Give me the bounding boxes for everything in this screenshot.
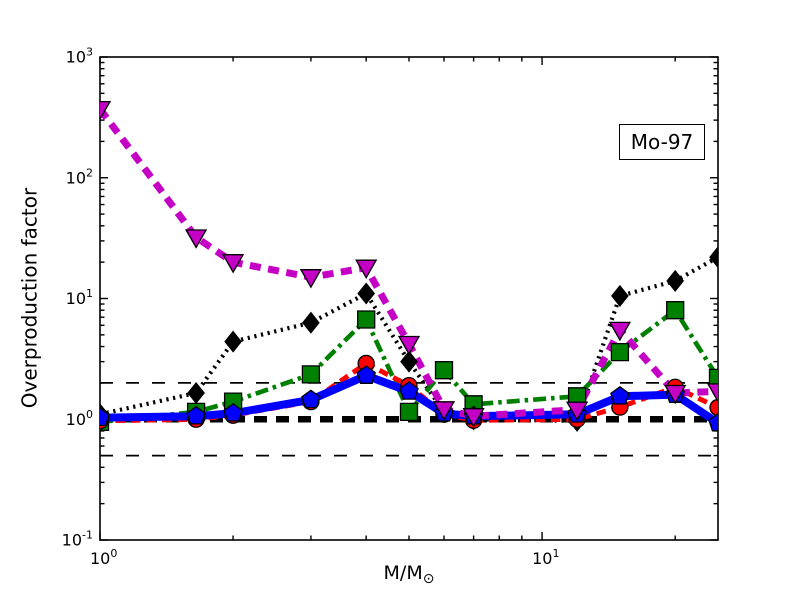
marker-pentagon xyxy=(610,385,630,405)
marker-triangle-down xyxy=(299,269,323,289)
x-tick-label: 101 xyxy=(532,547,559,568)
marker-diamond xyxy=(224,330,242,353)
y-tick-label: 102 xyxy=(66,166,93,187)
plot-area xyxy=(100,100,718,457)
marker-triangle-down xyxy=(355,259,378,280)
marker-pentagon xyxy=(399,381,419,400)
marker-diamond xyxy=(611,284,629,307)
marker-square xyxy=(434,361,454,380)
isotope-annotation-text: Mo-97 xyxy=(630,130,694,154)
marker-pentagon xyxy=(100,407,110,427)
series-line-black-dotted-diamond xyxy=(100,255,718,423)
series-markers-magenta-thickdashed-triangle xyxy=(100,100,718,428)
marker-square xyxy=(399,402,419,422)
marker-triangle-down xyxy=(608,321,632,342)
isotope-annotation-box: Mo-97 xyxy=(619,124,705,160)
marker-pentagon xyxy=(301,389,321,409)
marker-triangle-down xyxy=(184,229,208,249)
marker-square xyxy=(666,301,685,320)
marker-diamond xyxy=(709,246,718,269)
marker-pentagon xyxy=(708,412,718,432)
marker-pentagon xyxy=(223,402,243,422)
marker-diamond xyxy=(357,282,376,305)
y-tick-label: 10-1 xyxy=(62,529,93,550)
marker-square xyxy=(357,310,376,329)
marker-triangle-down xyxy=(565,401,589,422)
marker-square xyxy=(708,368,718,388)
marker-pentagon xyxy=(356,365,376,384)
y-tick-label: 100 xyxy=(66,408,93,429)
marker-diamond xyxy=(400,350,418,373)
sun-symbol: ⊙ xyxy=(422,571,435,587)
marker-pentagon xyxy=(186,405,206,425)
series-line-magenta-thickdashed-triangle xyxy=(100,107,718,420)
y-axis-label: Overproduction factor xyxy=(17,187,42,409)
marker-triangle-down xyxy=(706,383,718,403)
marker-square xyxy=(301,365,321,384)
marker-triangle-down xyxy=(664,384,687,405)
marker-triangle-down xyxy=(432,401,456,421)
x-tick-label: 100 xyxy=(90,547,117,568)
marker-triangle-down xyxy=(462,408,485,428)
marker-diamond xyxy=(666,269,685,292)
marker-square xyxy=(610,342,630,362)
marker-triangle-down xyxy=(397,335,421,356)
y-tick-label: 101 xyxy=(66,287,93,308)
marker-triangle-down xyxy=(221,254,245,274)
marker-diamond xyxy=(302,311,320,334)
axis-ticks xyxy=(99,56,718,541)
marker-circle xyxy=(709,398,718,417)
marker-triangle-down xyxy=(100,100,112,121)
x-axis-label-text: M/M xyxy=(383,562,423,584)
x-axis-label: M/M⊙ xyxy=(309,562,509,587)
y-tick-label: 103 xyxy=(66,46,93,67)
